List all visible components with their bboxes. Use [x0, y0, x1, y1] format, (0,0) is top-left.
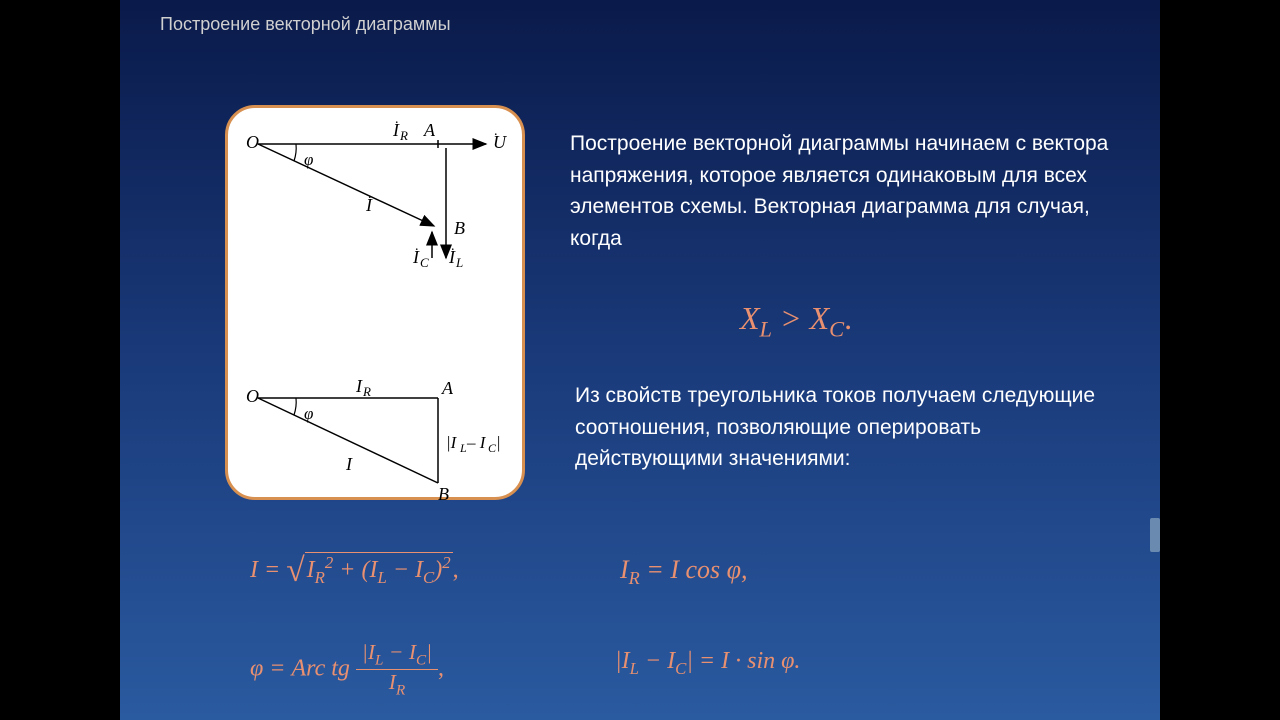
slide: Построение векторной диаграммы O A: [120, 0, 1160, 720]
slide-title: Построение векторной диаграммы: [160, 14, 451, 35]
paragraph-1: Построение векторной диаграммы начинаем …: [570, 128, 1110, 254]
vector-diagram-box: O A B U . I . R I . I . C I . L φ O A B …: [225, 105, 525, 500]
formula-side: |IL − IC| = I · sin φ.: [615, 648, 800, 679]
svg-text:A: A: [441, 378, 454, 398]
svg-text:.: .: [395, 112, 399, 127]
svg-text:O: O: [246, 386, 259, 406]
svg-text:.: .: [415, 239, 419, 254]
svg-text:B: B: [454, 218, 465, 238]
svg-text:.: .: [368, 187, 372, 202]
svg-text:C: C: [420, 255, 429, 270]
svg-text:|: |: [496, 433, 501, 452]
svg-text:– I: – I: [466, 433, 487, 452]
svg-text:I: I: [345, 454, 353, 474]
formula-I-total: I = √IR2 + (IL − IC)2,: [250, 548, 459, 588]
svg-text:.: .: [494, 124, 498, 139]
formula-IR: IR = I cos φ,: [620, 555, 748, 589]
svg-text:B: B: [438, 484, 449, 503]
svg-text:I: I: [355, 376, 363, 396]
svg-text:|I: |I: [446, 433, 458, 452]
svg-text:.: .: [451, 239, 455, 254]
svg-text:φ: φ: [304, 404, 313, 423]
svg-text:L: L: [455, 255, 463, 270]
svg-text:L: L: [459, 441, 467, 455]
svg-text:R: R: [399, 128, 408, 143]
svg-text:φ: φ: [304, 150, 313, 169]
vector-diagrams-svg: O A B U . I . R I . I . C I . L φ O A B …: [228, 108, 528, 503]
formula-phi: φ = Arc tg |IL − IC|IR,: [250, 640, 444, 700]
svg-text:R: R: [362, 384, 371, 399]
svg-text:A: A: [423, 120, 436, 140]
formula-inequality: XL > XC.: [740, 300, 852, 342]
scrollbar-thumb[interactable]: [1150, 518, 1160, 552]
paragraph-2: Из свойств треугольника токов получаем с…: [575, 380, 1115, 475]
svg-text:O: O: [246, 132, 259, 152]
